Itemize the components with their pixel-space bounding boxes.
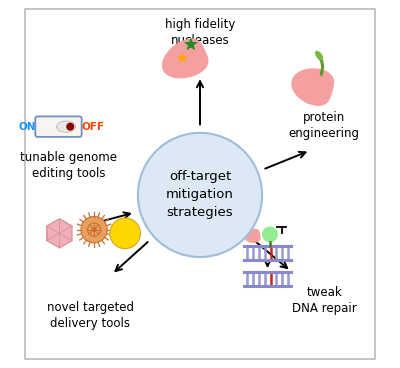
Text: tweak
DNA repair: tweak DNA repair: [292, 286, 356, 315]
Text: off-target
mitigation
strategies: off-target mitigation strategies: [166, 170, 234, 219]
Circle shape: [138, 133, 262, 257]
Text: ON: ON: [18, 122, 36, 132]
Polygon shape: [184, 37, 198, 50]
Polygon shape: [177, 52, 188, 63]
FancyBboxPatch shape: [35, 116, 82, 137]
Ellipse shape: [315, 51, 323, 60]
Polygon shape: [291, 68, 334, 106]
FancyBboxPatch shape: [25, 9, 375, 359]
Circle shape: [66, 123, 74, 131]
Polygon shape: [244, 229, 261, 243]
Ellipse shape: [56, 121, 76, 132]
Text: OFF: OFF: [81, 122, 104, 132]
Circle shape: [92, 227, 96, 232]
Text: high fidelity
nucleases: high fidelity nucleases: [165, 18, 235, 47]
Text: protein
engineering: protein engineering: [289, 111, 360, 140]
Circle shape: [81, 216, 107, 243]
Text: tunable genome
editing tools: tunable genome editing tools: [20, 151, 117, 180]
Circle shape: [262, 226, 278, 243]
Text: novel targeted
delivery tools: novel targeted delivery tools: [47, 301, 134, 330]
Circle shape: [110, 218, 140, 249]
Polygon shape: [162, 39, 208, 78]
Polygon shape: [47, 219, 72, 248]
